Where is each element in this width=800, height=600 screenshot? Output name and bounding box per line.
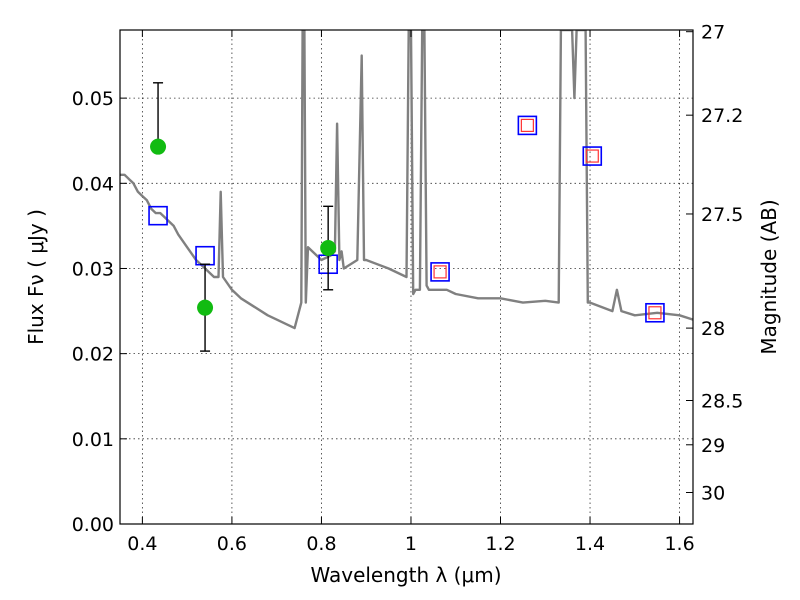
- model-photometry-inner-square: [648, 306, 662, 320]
- y-tick-label: 0.05: [72, 88, 114, 110]
- y2-tick-label: 29: [701, 435, 725, 457]
- x-axis-title: Wavelength λ (μm): [310, 563, 501, 587]
- y-tick-label: 0.01: [72, 429, 114, 451]
- observed-point: [197, 299, 214, 316]
- y2-tick-label: 30: [701, 482, 725, 504]
- x-tick-label: 0.4: [127, 533, 157, 555]
- y2-axis-title: Magnitude (AB): [757, 199, 781, 354]
- y2-tick-label: 28: [701, 318, 725, 340]
- y-axis-title: Flux Fν ( μJy ): [24, 209, 48, 345]
- y2-tick-label: 28.5: [701, 391, 743, 413]
- x-tick-label: 0.8: [306, 533, 336, 555]
- model-spectrum-line: [120, 30, 693, 330]
- axis-ticks: 0.4 0.6 0.8 1 1.2 1.4 1.6 0.00 0.01 0.02 0.03 0.04 0…: [72, 22, 744, 555]
- model-photometry-square: [148, 205, 168, 226]
- observed-point: [150, 138, 167, 155]
- y2-tick-label: 27.2: [701, 105, 743, 127]
- model-photometry-square: [430, 262, 450, 282]
- model-photometry-square: [645, 302, 665, 323]
- model-photometry-square: [517, 115, 538, 136]
- plot-data: [120, 30, 693, 352]
- model-photometry-square: [582, 146, 603, 166]
- y-tick-label: 0.04: [72, 173, 114, 195]
- y-tick-label: 0.02: [72, 344, 114, 366]
- plot-frame: [119, 29, 694, 525]
- model-photometry-inner-square: [520, 118, 534, 132]
- model-photometry-inner-square: [433, 265, 447, 279]
- x-tick-label: 1.4: [575, 533, 605, 555]
- observed-point: [320, 240, 337, 257]
- y2-tick-label: 27.5: [701, 204, 743, 226]
- x-tick-label: 1: [405, 533, 417, 555]
- y-tick-label: 0.00: [72, 514, 114, 536]
- x-tick-label: 0.6: [217, 533, 247, 555]
- y-tick-label: 0.03: [72, 258, 114, 280]
- y2-tick-label: 27: [701, 22, 725, 44]
- x-tick-label: 1.2: [485, 533, 515, 555]
- x-tick-label: 1.6: [664, 533, 694, 555]
- model-photometry-inner-square: [585, 149, 599, 163]
